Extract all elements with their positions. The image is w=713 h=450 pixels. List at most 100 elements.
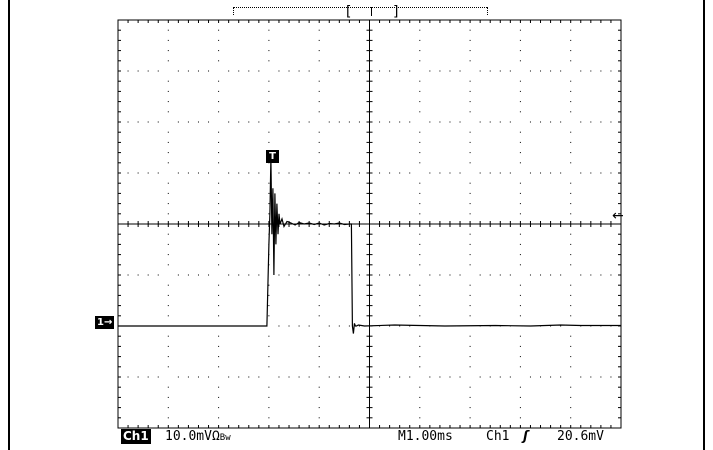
grid-dot [469,60,471,62]
grid-dot [268,141,270,143]
grid-dot [218,233,220,235]
grid-dot [318,254,320,256]
grid-dot [560,70,562,72]
grid-dot [570,264,572,266]
grid-dot [419,182,421,184]
channel-scale-readout: 10.0mVΩBw [165,428,231,447]
grid-dot [389,121,391,123]
grid-dot [318,284,320,286]
grid-dot [208,70,210,72]
grid-dot [338,121,340,123]
grid-dot [600,274,602,276]
grid-dot [167,29,169,31]
grid-dot [409,376,411,378]
grid-dot [167,90,169,92]
grid-dot [157,274,159,276]
grid-dot [348,376,350,378]
grid-dot [610,70,612,72]
grid-dot [469,284,471,286]
grid-dot [167,254,169,256]
grid-dot [519,254,521,256]
grid-dot [218,386,220,388]
grid-dot [419,315,421,317]
grid-dot [187,70,189,72]
grid-dot [570,162,572,164]
grid-dot [570,315,572,317]
grid-dot [509,121,511,123]
grid-dot [258,121,260,123]
grid-dot [399,376,401,378]
grid-dot [318,356,320,358]
grid-dot [570,90,572,92]
grid-dot [419,407,421,409]
grid-dot [469,305,471,307]
grid-dot [519,356,521,358]
grid-dot [499,70,501,72]
grid-dot [278,274,280,276]
grid-dot [529,376,531,378]
grid-dot [268,356,270,358]
grid-dot [419,131,421,133]
grid-dot [308,172,310,174]
grid-dot [449,274,451,276]
grid-dot [288,172,290,174]
grid-dot [570,396,572,398]
grid-dot [218,264,220,266]
grid-dot [519,90,521,92]
grid-dot [218,131,220,133]
grid-dot [218,243,220,245]
grid-dot [479,70,481,72]
grid-dot [459,70,461,72]
grid-dot [328,376,330,378]
grid-dot [560,121,562,123]
grid-dot [248,70,250,72]
grid-dot [519,264,521,266]
scope-outer-frame [8,0,705,450]
grid-dot [419,162,421,164]
grid-dot [177,70,179,72]
grid-dot [419,29,421,31]
grid-dot [318,407,320,409]
grid-dot [167,182,169,184]
grid-dot [318,162,320,164]
grid-dot [469,90,471,92]
grid-dot [338,172,340,174]
grid-dot [137,121,139,123]
grid-dot [610,376,612,378]
grid-dot [127,70,129,72]
grid-dot [308,325,310,327]
grid-dot [580,70,582,72]
grid-dot [318,294,320,296]
grid-dot [519,335,521,337]
grid-dot [519,111,521,113]
grid-dot [529,121,531,123]
grid-dot [519,396,521,398]
grid-dot [147,376,149,378]
grid-dot [197,70,199,72]
grid-dot [167,417,169,419]
grid-dot [268,417,270,419]
grid-dot [570,152,572,154]
grid-dot [318,386,320,388]
grid-dot [419,233,421,235]
grid-dot [540,70,542,72]
grid-dot [137,274,139,276]
grid-dot [268,29,270,31]
grid-dot [479,376,481,378]
grid-dot [449,121,451,123]
grid-dot [308,121,310,123]
grid-dot [328,274,330,276]
grid-dot [268,315,270,317]
grid-dot [177,172,179,174]
grid-dot [218,60,220,62]
grid-dot [519,60,521,62]
grid-dot [228,274,230,276]
grid-dot [167,162,169,164]
grid-dot [389,376,391,378]
grid-dot [318,192,320,194]
grid-dot [228,376,230,378]
grid-dot [167,396,169,398]
grid-dot [167,335,169,337]
grid-dot [590,70,592,72]
grid-dot [218,50,220,52]
